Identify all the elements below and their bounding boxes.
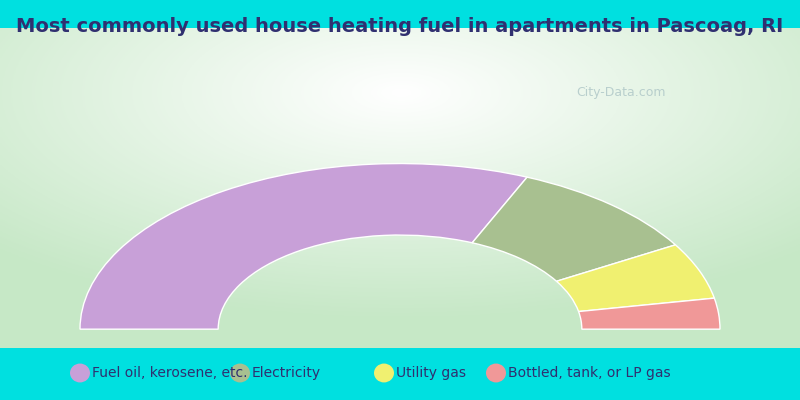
Wedge shape [472,177,675,281]
Ellipse shape [230,364,250,382]
Text: Bottled, tank, or LP gas: Bottled, tank, or LP gas [508,366,670,380]
Text: Most commonly used house heating fuel in apartments in Pascoag, RI: Most commonly used house heating fuel in… [16,16,784,36]
Ellipse shape [70,364,90,382]
Wedge shape [557,245,714,312]
Text: Utility gas: Utility gas [396,366,466,380]
Ellipse shape [486,364,506,382]
Text: Electricity: Electricity [252,366,321,380]
Text: City-Data.com: City-Data.com [576,86,666,99]
Wedge shape [80,164,527,329]
Text: Fuel oil, kerosene, etc.: Fuel oil, kerosene, etc. [92,366,247,380]
Wedge shape [578,298,720,329]
Ellipse shape [374,364,394,382]
